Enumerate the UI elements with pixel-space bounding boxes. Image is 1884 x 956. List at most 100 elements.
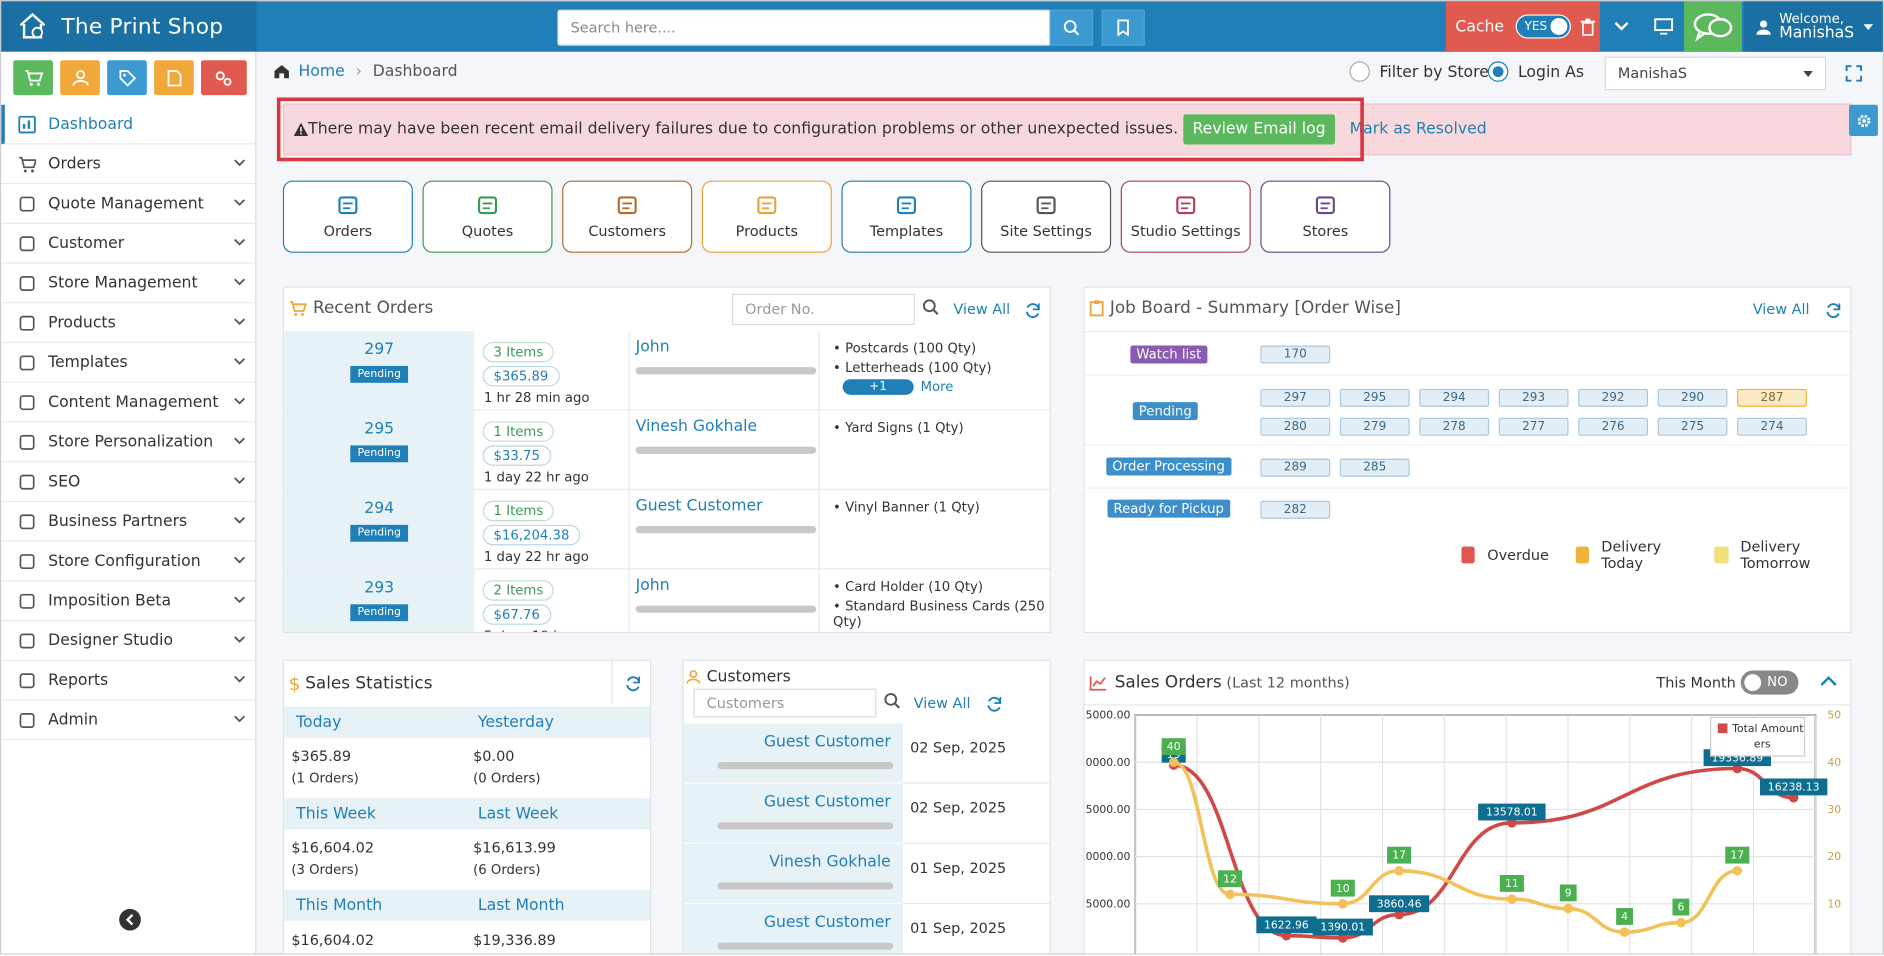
tile-orders[interactable]: Orders (282, 180, 413, 253)
sidebar-item-business-partners[interactable]: Business Partners (1, 502, 257, 542)
order-chip[interactable]: 280 (1260, 417, 1331, 436)
brand[interactable]: The Print Shop (1, 1, 257, 52)
customer-name[interactable]: Guest Customer (763, 733, 891, 752)
sidebar-item-reports[interactable]: Reports (1, 661, 257, 701)
refresh-icon[interactable] (1825, 302, 1842, 319)
cache-toggle[interactable]: YES (1516, 14, 1572, 39)
tile-products[interactable]: Products (701, 180, 832, 253)
bookmark-button[interactable] (1101, 9, 1145, 46)
user-menu[interactable]: Welcome, ManishaS (1744, 1, 1883, 52)
mark-as-resolved-link[interactable]: Mark as Resolved (1349, 120, 1487, 139)
job-board-view-all[interactable]: View All (1752, 300, 1810, 318)
search-input[interactable]: Search here.... (557, 9, 1051, 46)
dropdown-toggle-button[interactable] (1602, 1, 1641, 52)
filter-by-store-radio[interactable] (1349, 61, 1370, 82)
tile-studio-settings[interactable]: Studio Settings (1120, 180, 1251, 253)
order-chip[interactable]: 277 (1498, 417, 1569, 436)
pending-label[interactable]: Pending (1132, 402, 1198, 421)
order-number[interactable]: 294 (364, 499, 395, 518)
order-chip[interactable]: 287 (1737, 388, 1807, 407)
order-chip[interactable]: 170 (1260, 345, 1331, 364)
sidebar-item-store-personalization[interactable]: Store Personalization (1, 423, 257, 463)
sidebar-item-customer[interactable]: Customer (1, 224, 257, 264)
order-row[interactable]: 294 Pending 1 Items $16,204.38 1 day 22 hr a… (284, 489, 1050, 570)
customer-name[interactable]: John (635, 576, 670, 595)
customer-name[interactable]: Guest Customer (763, 913, 891, 932)
sidebar-item-store-management[interactable]: Store Management (1, 264, 257, 304)
customer-name[interactable]: John (635, 338, 670, 357)
refresh-icon[interactable] (625, 675, 642, 692)
sidebar-item-store-configuration[interactable]: Store Configuration (1, 542, 257, 582)
sidebar-item-products[interactable]: Products (1, 303, 257, 344)
order-chip[interactable]: 279 (1339, 417, 1410, 436)
order-row[interactable]: 295 Pending 1 Items $33.75 1 day 22 hr ago Vi… (284, 410, 1050, 490)
customer-row[interactable]: Vinesh Gokhale (683, 843, 903, 905)
quick-customer-button[interactable] (60, 60, 100, 96)
collapse-sidebar-button[interactable] (119, 908, 141, 931)
sidebar-item-designer-studio[interactable]: Designer Studio (1, 621, 257, 661)
search-button[interactable] (1049, 9, 1094, 46)
chevron-up-icon[interactable] (1820, 675, 1837, 686)
order-chip[interactable]: 285 (1339, 458, 1410, 477)
more-count-badge[interactable]: +1 (842, 379, 914, 395)
customer-name[interactable]: Vinesh Gokhale (769, 853, 891, 872)
order-processing-label[interactable]: Order Processing (1106, 457, 1231, 476)
tile-quotes[interactable]: Quotes (422, 180, 553, 253)
refresh-icon[interactable] (986, 696, 1003, 713)
sidebar-item-templates[interactable]: Templates (1, 343, 257, 383)
tile-site-settings[interactable]: Site Settings (981, 180, 1112, 253)
sidebar-item-quote-management[interactable]: Quote Management (1, 184, 257, 224)
more-products-link[interactable]: More (920, 379, 954, 395)
order-chip[interactable]: 292 (1578, 388, 1649, 407)
customer-row[interactable]: Guest Customer (683, 904, 903, 954)
tile-stores[interactable]: Stores (1260, 180, 1391, 253)
watch-list-label[interactable]: Watch list (1130, 345, 1208, 364)
login-as-radio[interactable] (1487, 61, 1509, 82)
user-select[interactable]: ManishaS (1604, 56, 1827, 91)
monitor-button[interactable] (1643, 1, 1684, 52)
order-chip[interactable]: 275 (1657, 417, 1728, 436)
search-icon[interactable] (922, 299, 939, 316)
customer-name[interactable]: Guest Customer (635, 497, 763, 516)
order-number[interactable]: 293 (364, 579, 395, 598)
order-chip[interactable]: 294 (1419, 388, 1490, 407)
quick-settings-button[interactable] (201, 60, 247, 96)
quick-order-button[interactable] (13, 60, 53, 96)
refresh-icon[interactable] (1024, 302, 1041, 319)
customer-name[interactable]: Vinesh Gokhale (635, 417, 758, 436)
fullscreen-icon[interactable] (1845, 65, 1863, 82)
order-chip[interactable]: 282 (1260, 500, 1331, 519)
recent-orders-view-all[interactable]: View All (953, 300, 1011, 318)
home-icon[interactable] (273, 64, 290, 80)
order-row[interactable]: 297 Pending 3 Items $365.89 1 hr 28 min ago J… (284, 331, 1050, 411)
quick-document-button[interactable] (154, 60, 194, 96)
order-chip[interactable]: 274 (1737, 417, 1807, 436)
order-chip[interactable]: 276 (1578, 417, 1649, 436)
review-email-log-button[interactable]: Review Email log (1182, 114, 1336, 145)
sidebar-item-orders[interactable]: Orders (1, 144, 257, 185)
sidebar-item-dashboard[interactable]: Dashboard (1, 104, 257, 145)
customers-view-all[interactable]: View All (913, 694, 971, 712)
settings-side-button[interactable] (1849, 104, 1878, 137)
this-month-toggle[interactable]: NO (1740, 670, 1799, 695)
trash-icon[interactable] (1581, 17, 1596, 36)
order-number[interactable]: 295 (364, 420, 395, 439)
sidebar-item-imposition-beta[interactable]: Imposition Beta (1, 581, 257, 622)
order-chip[interactable]: 293 (1498, 388, 1569, 407)
customer-search-input[interactable]: Customers (693, 688, 877, 718)
quick-product-button[interactable] (107, 60, 147, 96)
order-row[interactable]: 293 Pending 2 Items $67.76 5 days 19 hr ago J… (284, 569, 1050, 632)
order-number[interactable]: 297 (364, 340, 395, 359)
order-chip[interactable]: 297 (1260, 388, 1331, 407)
breadcrumb-home[interactable]: Home (298, 62, 345, 81)
ready-for-pickup-label[interactable]: Ready for Pickup (1107, 499, 1230, 518)
sidebar-item-content-management[interactable]: Content Management (1, 383, 257, 423)
tile-templates[interactable]: Templates (841, 180, 972, 253)
sidebar-item-seo[interactable]: SEO (1, 462, 257, 502)
customer-name[interactable]: Guest Customer (763, 793, 891, 812)
order-chip[interactable]: 278 (1419, 417, 1490, 436)
order-chip[interactable]: 289 (1260, 458, 1331, 477)
customer-row[interactable]: Guest Customer (683, 723, 903, 784)
sidebar-item-admin[interactable]: Admin (1, 701, 257, 741)
customer-row[interactable]: Guest Customer (683, 783, 903, 844)
